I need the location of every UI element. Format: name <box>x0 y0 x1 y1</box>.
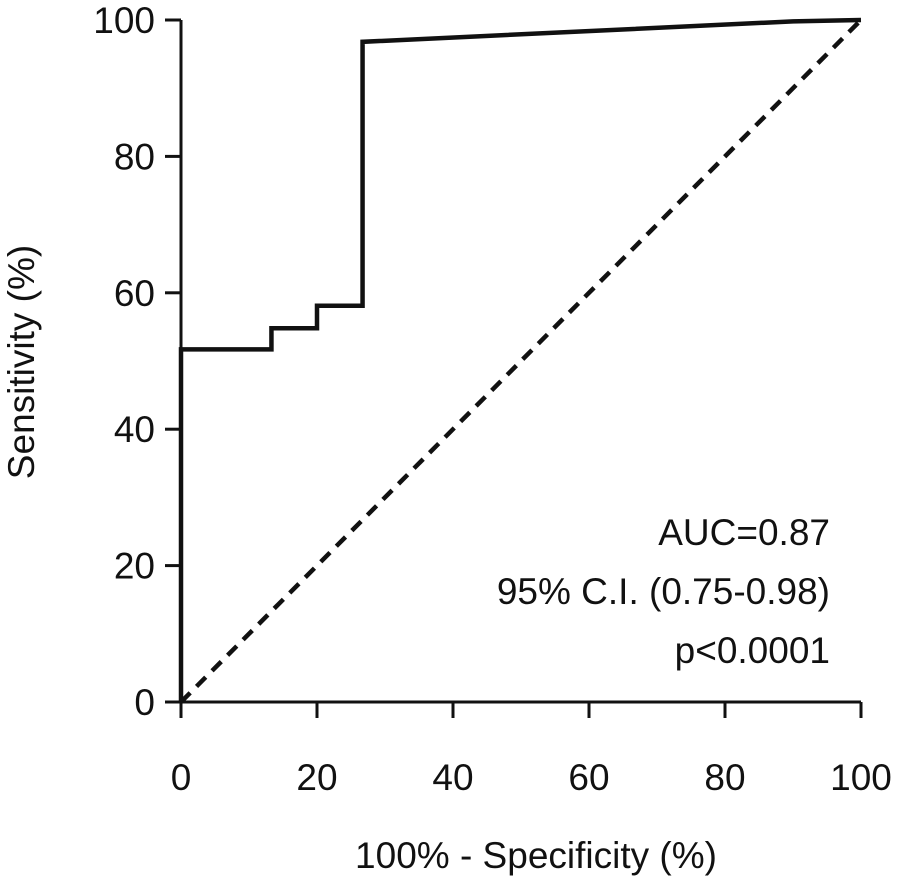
y-tick-label: 0 <box>134 682 155 723</box>
annotation-ci: 95% C.I. (0.75-0.98) <box>497 571 830 612</box>
y-tick-label: 80 <box>114 136 155 177</box>
y-tick-label: 60 <box>114 273 155 314</box>
y-tick-label: 100 <box>93 0 155 41</box>
roc-curve-line <box>178 17 862 702</box>
axes: 0 20 40 60 80 100 0 20 40 60 80 100 <box>93 0 892 798</box>
x-tick-label: 100 <box>830 757 892 798</box>
x-tick-label: 40 <box>432 757 473 798</box>
x-tick-label: 0 <box>171 757 192 798</box>
y-axis-label: Sensitivity (%) <box>1 245 42 479</box>
x-tick-label: 20 <box>296 757 337 798</box>
y-tick-label: 40 <box>114 409 155 450</box>
x-tick-label: 60 <box>568 757 609 798</box>
series-layer <box>178 17 863 704</box>
x-axis-label: 100% - Specificity (%) <box>355 835 717 876</box>
y-tick-label: 20 <box>114 546 155 587</box>
annotation-auc: AUC=0.87 <box>658 512 830 553</box>
x-tick-label: 80 <box>704 757 745 798</box>
reference-diagonal-line <box>179 18 863 704</box>
annotation-p-value: p<0.0001 <box>675 630 830 671</box>
